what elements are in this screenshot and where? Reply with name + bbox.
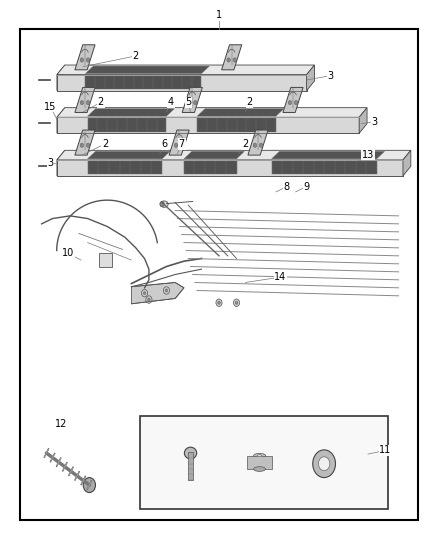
Polygon shape	[222, 45, 242, 70]
Circle shape	[233, 299, 240, 306]
Text: 1: 1	[216, 10, 222, 20]
Polygon shape	[57, 117, 359, 133]
Text: 4: 4	[168, 98, 174, 107]
Polygon shape	[57, 108, 65, 133]
Polygon shape	[403, 150, 411, 176]
Polygon shape	[75, 87, 95, 112]
Circle shape	[313, 450, 336, 478]
Circle shape	[165, 289, 168, 292]
Polygon shape	[57, 150, 411, 160]
Bar	[140, 416, 388, 509]
Polygon shape	[169, 130, 189, 155]
Text: 14: 14	[274, 272, 286, 282]
Ellipse shape	[160, 201, 168, 207]
Circle shape	[80, 58, 84, 62]
Circle shape	[218, 301, 220, 304]
Circle shape	[180, 143, 184, 147]
Circle shape	[86, 100, 90, 104]
Text: 12: 12	[55, 419, 67, 429]
Polygon shape	[184, 161, 237, 174]
Polygon shape	[307, 65, 314, 91]
Text: 11: 11	[379, 446, 392, 455]
Polygon shape	[57, 150, 65, 176]
Circle shape	[235, 301, 238, 304]
Text: 8: 8	[284, 182, 290, 191]
Circle shape	[143, 292, 146, 295]
Text: 13: 13	[362, 150, 374, 159]
Bar	[247, 456, 272, 469]
Circle shape	[83, 478, 95, 492]
Polygon shape	[131, 282, 184, 304]
Ellipse shape	[257, 455, 262, 457]
Text: 15: 15	[44, 102, 57, 111]
Circle shape	[233, 58, 237, 62]
Polygon shape	[197, 109, 284, 116]
Circle shape	[160, 201, 164, 207]
Circle shape	[146, 296, 152, 303]
Polygon shape	[88, 151, 170, 159]
Circle shape	[294, 100, 298, 104]
Circle shape	[227, 58, 230, 62]
Polygon shape	[88, 109, 174, 116]
Text: 2: 2	[98, 98, 104, 107]
Polygon shape	[359, 108, 367, 133]
Text: 3: 3	[47, 158, 53, 167]
Polygon shape	[272, 161, 377, 174]
Polygon shape	[85, 76, 201, 89]
Polygon shape	[57, 65, 314, 75]
Circle shape	[253, 143, 257, 147]
Text: 1: 1	[216, 10, 222, 20]
Circle shape	[194, 100, 197, 104]
Ellipse shape	[254, 454, 265, 458]
Polygon shape	[57, 160, 403, 176]
Text: 2: 2	[247, 98, 253, 107]
Circle shape	[187, 100, 191, 104]
Bar	[99, 253, 112, 266]
Circle shape	[80, 143, 84, 147]
Polygon shape	[283, 87, 303, 112]
Polygon shape	[182, 87, 202, 112]
Circle shape	[174, 143, 178, 147]
Polygon shape	[57, 75, 307, 91]
Ellipse shape	[184, 447, 197, 459]
Text: 10: 10	[62, 248, 74, 258]
Circle shape	[259, 143, 263, 147]
Polygon shape	[57, 108, 367, 117]
Text: 2: 2	[242, 139, 248, 149]
Polygon shape	[248, 130, 268, 155]
Text: 2: 2	[102, 139, 108, 149]
Circle shape	[163, 287, 170, 294]
Ellipse shape	[254, 467, 265, 471]
Text: 2: 2	[133, 51, 139, 61]
Text: 9: 9	[304, 182, 310, 191]
Polygon shape	[57, 65, 65, 91]
Circle shape	[216, 299, 222, 306]
Text: 3: 3	[328, 71, 334, 80]
Circle shape	[318, 457, 330, 471]
Circle shape	[80, 100, 84, 104]
Polygon shape	[197, 118, 276, 132]
Polygon shape	[75, 45, 95, 70]
Circle shape	[86, 58, 90, 62]
Circle shape	[148, 298, 150, 301]
Circle shape	[141, 289, 148, 297]
Text: 6: 6	[161, 139, 167, 149]
Polygon shape	[88, 118, 166, 132]
Circle shape	[288, 100, 292, 104]
Text: 3: 3	[371, 117, 378, 126]
Polygon shape	[85, 66, 209, 74]
Polygon shape	[272, 151, 385, 159]
Circle shape	[86, 143, 90, 147]
Text: 7: 7	[179, 139, 185, 149]
Bar	[188, 452, 193, 480]
Polygon shape	[88, 161, 162, 174]
Polygon shape	[75, 130, 95, 155]
Text: 5: 5	[185, 98, 191, 107]
Polygon shape	[184, 151, 244, 159]
